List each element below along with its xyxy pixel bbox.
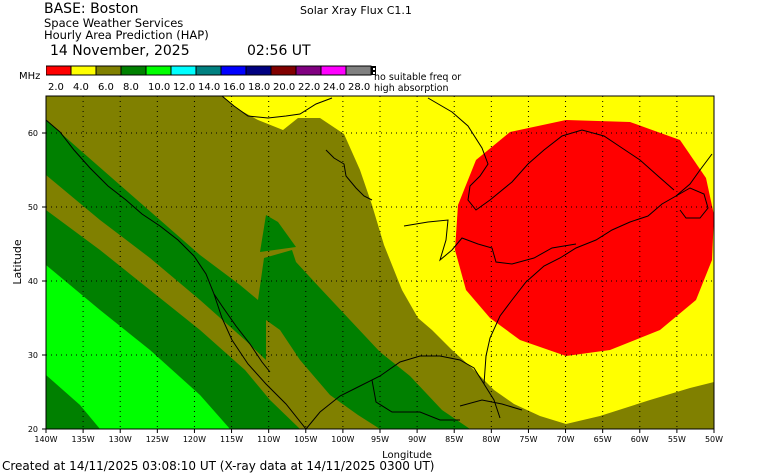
no-frequency-line-1: no suitable freq or	[374, 72, 462, 83]
atlantic-coastline	[483, 153, 713, 385]
longitude-axis-label: Longitude	[382, 450, 432, 461]
lon-tick-label-50W: 50W	[705, 435, 723, 444]
legend-label-10-0: 10.0	[148, 82, 170, 93]
yucatan-coast	[371, 379, 460, 421]
band-2mhz-region	[455, 120, 714, 356]
lon-tick-label-105W: 105W	[294, 435, 317, 444]
coastlines	[46, 96, 713, 429]
lon-tick-label-80W: 80W	[482, 435, 500, 444]
lon-tick-label-110W: 110W	[257, 435, 280, 444]
legend-label-2-0: 2.0	[48, 82, 64, 93]
lon-tick-label-130W: 130W	[109, 435, 132, 444]
lon-tick-label-55W: 55W	[668, 435, 686, 444]
newfoundland	[675, 187, 709, 219]
latitude-axis-label: Latitude	[11, 239, 24, 285]
lon-tick-label-120W: 120W	[183, 435, 206, 444]
lat-lon-grid	[46, 96, 714, 429]
legend-label-20-0: 20.0	[273, 82, 295, 93]
great-lakes	[403, 219, 577, 265]
legend-label-18-0: 18.0	[248, 82, 270, 93]
no-frequency-note: no suitable freq or high absorption	[374, 72, 461, 94]
baja-california	[213, 293, 271, 373]
lon-tick-label-95W: 95W	[371, 435, 389, 444]
legend-unit: MHz	[19, 71, 41, 82]
base-location-title: BASE: Boston	[44, 1, 139, 17]
lon-tick-label-115W: 115W	[220, 435, 243, 444]
lat-tick-label-50: 50	[28, 203, 38, 212]
frequency-legend: 2.0 4.0 6.0 8.0 10.0 12.0 14.0 16.0 18.0 20.0 22.0…	[46, 65, 376, 93]
lat-tick-label-40: 40	[28, 277, 38, 286]
legend-label-22-0: 22.0	[298, 82, 320, 93]
band-8mhz-corner	[46, 375, 100, 429]
lon-tick-label-125W: 125W	[146, 435, 169, 444]
lon-tick-label-65W: 65W	[594, 435, 612, 444]
arctic-coastline	[221, 96, 333, 119]
lon-tick-label-85W: 85W	[445, 435, 463, 444]
legend-label-6-0: 6.0	[98, 82, 114, 93]
legend-label-14-0: 14.0	[198, 82, 220, 93]
lon-tick-label-140W: 140W	[34, 435, 57, 444]
cuba	[459, 399, 523, 411]
lat-tick-label-60: 60	[28, 129, 38, 138]
legend-swatch-no-frequency	[371, 66, 376, 75]
creation-timestamp: Created at 14/11/2025 03:08:10 UT (X-ray…	[2, 459, 435, 473]
legend-label-12-0: 12.0	[173, 82, 195, 93]
map-plot-area	[46, 96, 714, 429]
longitude-ticks: 140W 135W 130W 125W 120W 115W 110W 105W 100W 95W 9…	[34, 429, 723, 444]
band-10mhz-region	[46, 265, 230, 429]
legend-label-8-0: 8.0	[123, 82, 139, 93]
legend-swatch-dot	[373, 68, 375, 70]
solar-xray-flux: Solar Xray Flux C1.1	[300, 4, 412, 17]
lat-tick-label-30: 30	[28, 351, 38, 360]
lon-tick-label-100W: 100W	[331, 435, 354, 444]
legend-label-4-0: 4.0	[73, 82, 89, 93]
hudson-bay	[427, 97, 675, 211]
legend-swatch-dot	[373, 72, 375, 74]
pacific-coastline	[46, 119, 307, 429]
lat-tick-label-20: 20	[28, 425, 38, 434]
lon-tick-label-70W: 70W	[557, 435, 575, 444]
prediction-date: 14 November, 2025	[50, 43, 190, 59]
great-slave-lake	[325, 149, 373, 201]
legend-label-16-0: 16.0	[223, 82, 245, 93]
no-frequency-line-2: high absorption	[374, 83, 449, 94]
legend-label-24-0: 24.0	[323, 82, 345, 93]
lon-tick-label-75W: 75W	[519, 435, 537, 444]
legend-label-28-0: 28.0	[348, 82, 370, 93]
product-name: Hourly Area Prediction (HAP)	[44, 28, 209, 42]
lon-tick-label-60W: 60W	[631, 435, 649, 444]
prediction-time: 02:56 UT	[247, 43, 311, 59]
service-name: Space Weather Services	[44, 16, 184, 30]
band-8mhz-island	[260, 215, 296, 252]
latitude-ticks: 20 30 40 50 60	[28, 129, 46, 434]
lon-tick-label-90W: 90W	[408, 435, 426, 444]
lon-tick-label-135W: 135W	[72, 435, 95, 444]
